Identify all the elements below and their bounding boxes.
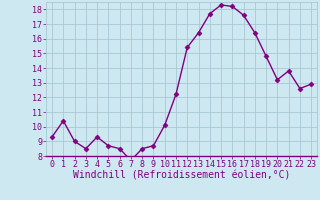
X-axis label: Windchill (Refroidissement éolien,°C): Windchill (Refroidissement éolien,°C) — [73, 171, 290, 181]
